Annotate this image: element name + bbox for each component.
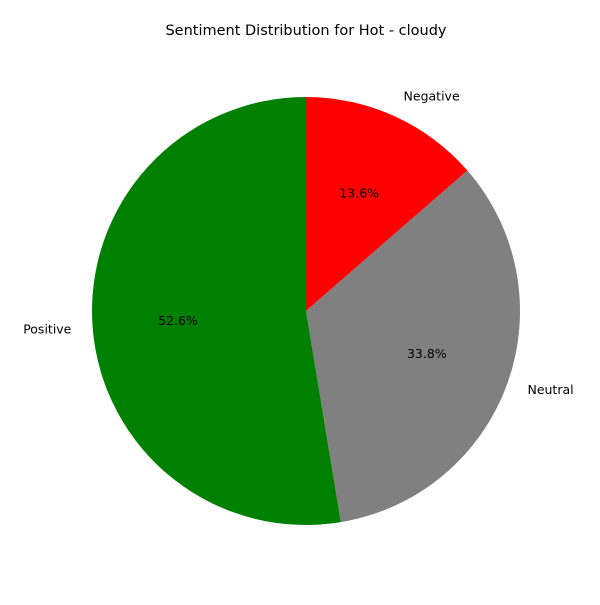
pie-slice-positive (91, 97, 341, 525)
slice-label-negative: Negative (404, 88, 460, 103)
slice-label-positive: Positive (23, 322, 71, 337)
pct-label-negative: 13.6% (339, 186, 379, 201)
pie-slice-negative (306, 97, 468, 311)
pie-slice-neutral (306, 170, 520, 523)
slice-label-neutral: Neutral (527, 382, 573, 397)
pct-label-positive: 52.6% (158, 313, 198, 328)
pct-label-neutral: 33.8% (407, 346, 447, 361)
chart-title: Sentiment Distribution for Hot - cloudy (165, 23, 446, 39)
pie-labels: Negative 13.6% Neutral 33.8% Positive 52.6% (23, 88, 573, 397)
pie-slices (91, 97, 520, 525)
